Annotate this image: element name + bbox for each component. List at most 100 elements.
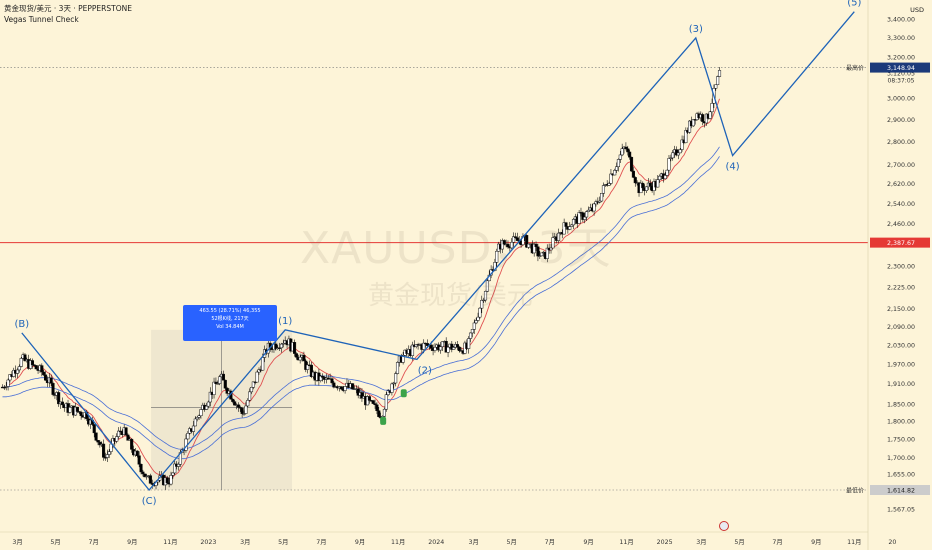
candle-body <box>515 237 519 241</box>
candle-body <box>236 404 240 408</box>
candle-body <box>208 391 212 403</box>
y-tick-label: 2,800.00 <box>887 139 915 146</box>
buy-signal-marker <box>380 416 387 425</box>
candle-body <box>688 120 692 133</box>
y-tick-label: 1,970.00 <box>887 362 915 369</box>
candle-body <box>525 235 529 248</box>
candle-body <box>103 457 108 459</box>
y-tick-label: 3,200.00 <box>887 55 915 62</box>
low-label: 最低价 <box>846 486 864 494</box>
candle-body <box>429 344 433 349</box>
y-tick-label: 3,300.00 <box>887 35 915 42</box>
candle-body <box>674 149 679 156</box>
x-tick-label: 5月 <box>734 538 744 546</box>
indicator-name: Vegas Tunnel Check <box>4 15 79 24</box>
y-tick-label: 2,090.00 <box>887 324 915 331</box>
y-tick-label: 3,148.94 <box>887 65 915 72</box>
candle-body <box>562 222 566 235</box>
candle-body <box>538 255 542 257</box>
candle-body <box>186 433 190 440</box>
candle-body <box>512 236 516 243</box>
y-tick-label: 1,910.00 <box>887 381 915 388</box>
candle-body <box>439 346 443 351</box>
candle-body <box>319 375 323 381</box>
candle-body <box>6 379 10 387</box>
candle-body <box>583 216 587 220</box>
candle-body <box>212 381 216 395</box>
candle-body <box>510 242 514 249</box>
y-tick-label: 2,030.00 <box>887 343 915 350</box>
candle-body <box>425 343 430 346</box>
y-tick-label: 2,387.67 <box>887 240 915 247</box>
candle-body <box>658 175 662 180</box>
candle-body <box>394 373 398 384</box>
candle-body <box>401 355 405 363</box>
candle-body <box>395 362 400 374</box>
price-tag <box>870 484 930 495</box>
candle-body <box>502 240 506 245</box>
candle-body <box>600 192 604 202</box>
candle-body <box>115 436 119 442</box>
candle-body <box>390 383 394 393</box>
candle-body <box>545 247 549 259</box>
x-tick-label: 11月 <box>619 538 633 546</box>
candle-body <box>191 425 196 432</box>
candle-body <box>205 405 209 410</box>
y-tick-label: 3,120.05 <box>887 71 915 78</box>
y-tick-label: 1,750.00 <box>887 436 915 443</box>
candle-body <box>594 201 598 205</box>
us-flag-icon[interactable] <box>719 521 729 531</box>
candle-body <box>8 374 12 381</box>
candle-body <box>57 392 61 405</box>
candle-body <box>248 391 252 401</box>
wave-label: (4) <box>726 162 740 173</box>
candle-body <box>414 344 418 347</box>
y-tick-label: 2,900.00 <box>887 117 915 124</box>
y-tick-label: 2,700.00 <box>887 162 915 169</box>
tooltip-line1: 463.55 (28.71%) 46,355 <box>199 308 261 314</box>
candle-body <box>691 119 695 127</box>
candle-body <box>375 404 379 411</box>
candle-body <box>671 152 675 159</box>
y-tick-label: 1,655.00 <box>887 472 915 479</box>
candle-body <box>607 183 611 186</box>
candle-body <box>214 381 218 384</box>
candle-body <box>251 381 255 388</box>
candle-body <box>15 369 20 374</box>
candle-body <box>598 200 602 203</box>
candle-body <box>506 243 510 248</box>
candle-body <box>126 434 130 441</box>
candle-body <box>171 472 175 476</box>
wave-label: (5) <box>847 0 861 9</box>
candle-body <box>105 454 109 458</box>
candle-body <box>710 103 714 113</box>
candle-body <box>309 364 313 377</box>
candle-body <box>137 455 141 465</box>
candle-body <box>169 475 173 485</box>
candle-body <box>663 175 667 180</box>
candle-body <box>298 356 302 361</box>
candle-body <box>631 170 635 178</box>
candle-body <box>478 307 482 318</box>
candle-body <box>457 346 461 352</box>
candle-body <box>278 347 282 349</box>
candle-body <box>644 186 649 191</box>
y-tick-label: 3,400.00 <box>887 16 915 23</box>
candle-body <box>51 383 55 395</box>
x-tick-label: 5月 <box>50 538 60 546</box>
x-tick-label: 9月 <box>127 538 137 546</box>
elliott-wave-line <box>21 11 855 492</box>
y-tick-label: 2,460.00 <box>887 221 915 228</box>
candle-body <box>79 411 83 416</box>
candle-body <box>571 219 576 226</box>
price-axis-bg <box>868 0 932 550</box>
y-tick-label: 1,700.00 <box>887 455 915 462</box>
candle-body <box>141 471 145 475</box>
candle-body <box>633 177 637 184</box>
candle-body <box>197 415 201 418</box>
candle-body <box>551 237 555 249</box>
candle-body <box>279 343 283 349</box>
candle-body <box>482 299 486 302</box>
